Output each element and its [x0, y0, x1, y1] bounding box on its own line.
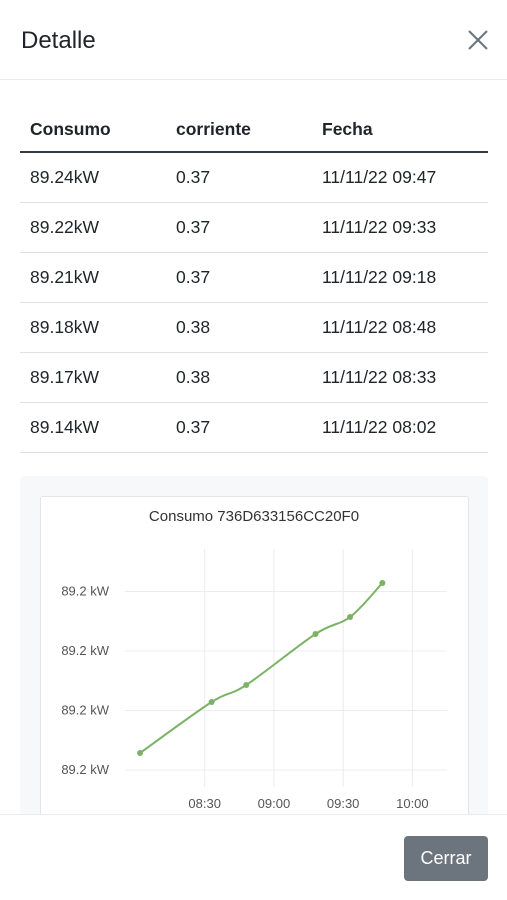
cell-fecha: 11/11/22 08:48	[312, 302, 488, 353]
cell-fecha: 11/11/22 09:18	[312, 252, 488, 303]
table-row: 89.14kW 0.37 11/11/22 08:02	[20, 402, 488, 453]
cell-consumo: 89.24kW	[20, 152, 166, 203]
cell-consumo: 89.14kW	[20, 402, 166, 453]
cell-consumo: 89.18kW	[20, 302, 166, 353]
cell-corriente: 0.38	[166, 352, 312, 403]
cell-corriente: 0.38	[166, 302, 312, 353]
table-row: 89.17kW 0.38 11/11/22 08:33	[20, 352, 488, 403]
data-point	[312, 631, 319, 637]
y-tick-label: 89.2 kW	[61, 762, 109, 777]
data-point	[243, 682, 250, 688]
cell-corriente: 0.37	[166, 202, 312, 253]
x-tick-label: 10:00	[396, 796, 429, 811]
table-row: 89.24kW 0.37 11/11/22 09:47	[20, 152, 488, 203]
data-point	[208, 699, 215, 705]
table-row: 89.22kW 0.37 11/11/22 09:33	[20, 202, 488, 253]
close-icon[interactable]	[464, 26, 492, 54]
table-header-row: Consumo corriente Fecha	[20, 108, 488, 153]
cell-fecha: 11/11/22 09:47	[312, 152, 488, 203]
data-point	[379, 580, 386, 586]
y-tick-label: 89.2 kW	[61, 643, 109, 658]
cell-consumo: 89.17kW	[20, 352, 166, 403]
column-header-corriente: corriente	[166, 108, 312, 153]
x-tick-label: 09:00	[258, 796, 291, 811]
data-table: Consumo corriente Fecha 89.24kW 0.37 11/…	[20, 108, 488, 453]
chart-card: Consumo 736D633156CC20F0 89.2 kW 89.2 kW 8…	[40, 496, 469, 814]
modal-footer: Cerrar	[0, 814, 507, 900]
cell-consumo: 89.21kW	[20, 252, 166, 303]
chart-container: Consumo 736D633156CC20F0 89.2 kW 89.2 kW 8…	[20, 476, 488, 814]
cell-fecha: 11/11/22 08:33	[312, 352, 488, 403]
y-tick-label: 89.2 kW	[61, 584, 109, 599]
y-tick-label: 89.2 kW	[61, 703, 109, 718]
modal-title: Detalle	[21, 27, 96, 54]
cell-corriente: 0.37	[166, 252, 312, 303]
series-line	[139, 582, 384, 754]
column-header-consumo: Consumo	[20, 108, 166, 153]
table-row: 89.21kW 0.37 11/11/22 09:18	[20, 252, 488, 303]
close-button[interactable]: Cerrar	[404, 836, 488, 881]
cell-corriente: 0.37	[166, 402, 312, 453]
x-tick-label: 09:30	[327, 796, 360, 811]
cell-corriente: 0.37	[166, 152, 312, 203]
cell-fecha: 11/11/22 09:33	[312, 202, 488, 253]
modal-header: Detalle	[0, 0, 507, 80]
column-header-fecha: Fecha	[312, 108, 488, 153]
cell-consumo: 89.22kW	[20, 202, 166, 253]
data-point	[137, 750, 144, 756]
table-row: 89.18kW 0.38 11/11/22 08:48	[20, 302, 488, 353]
x-tick-label: 08:30	[188, 796, 221, 811]
chart-title: Consumo 736D633156CC20F0	[149, 508, 359, 525]
data-point	[347, 614, 354, 620]
cell-fecha: 11/11/22 08:02	[312, 402, 488, 453]
consumption-line-chart: Consumo 736D633156CC20F0 89.2 kW 89.2 kW 8…	[61, 508, 447, 811]
modal-body: Consumo corriente Fecha 89.24kW 0.37 11/…	[0, 80, 507, 814]
